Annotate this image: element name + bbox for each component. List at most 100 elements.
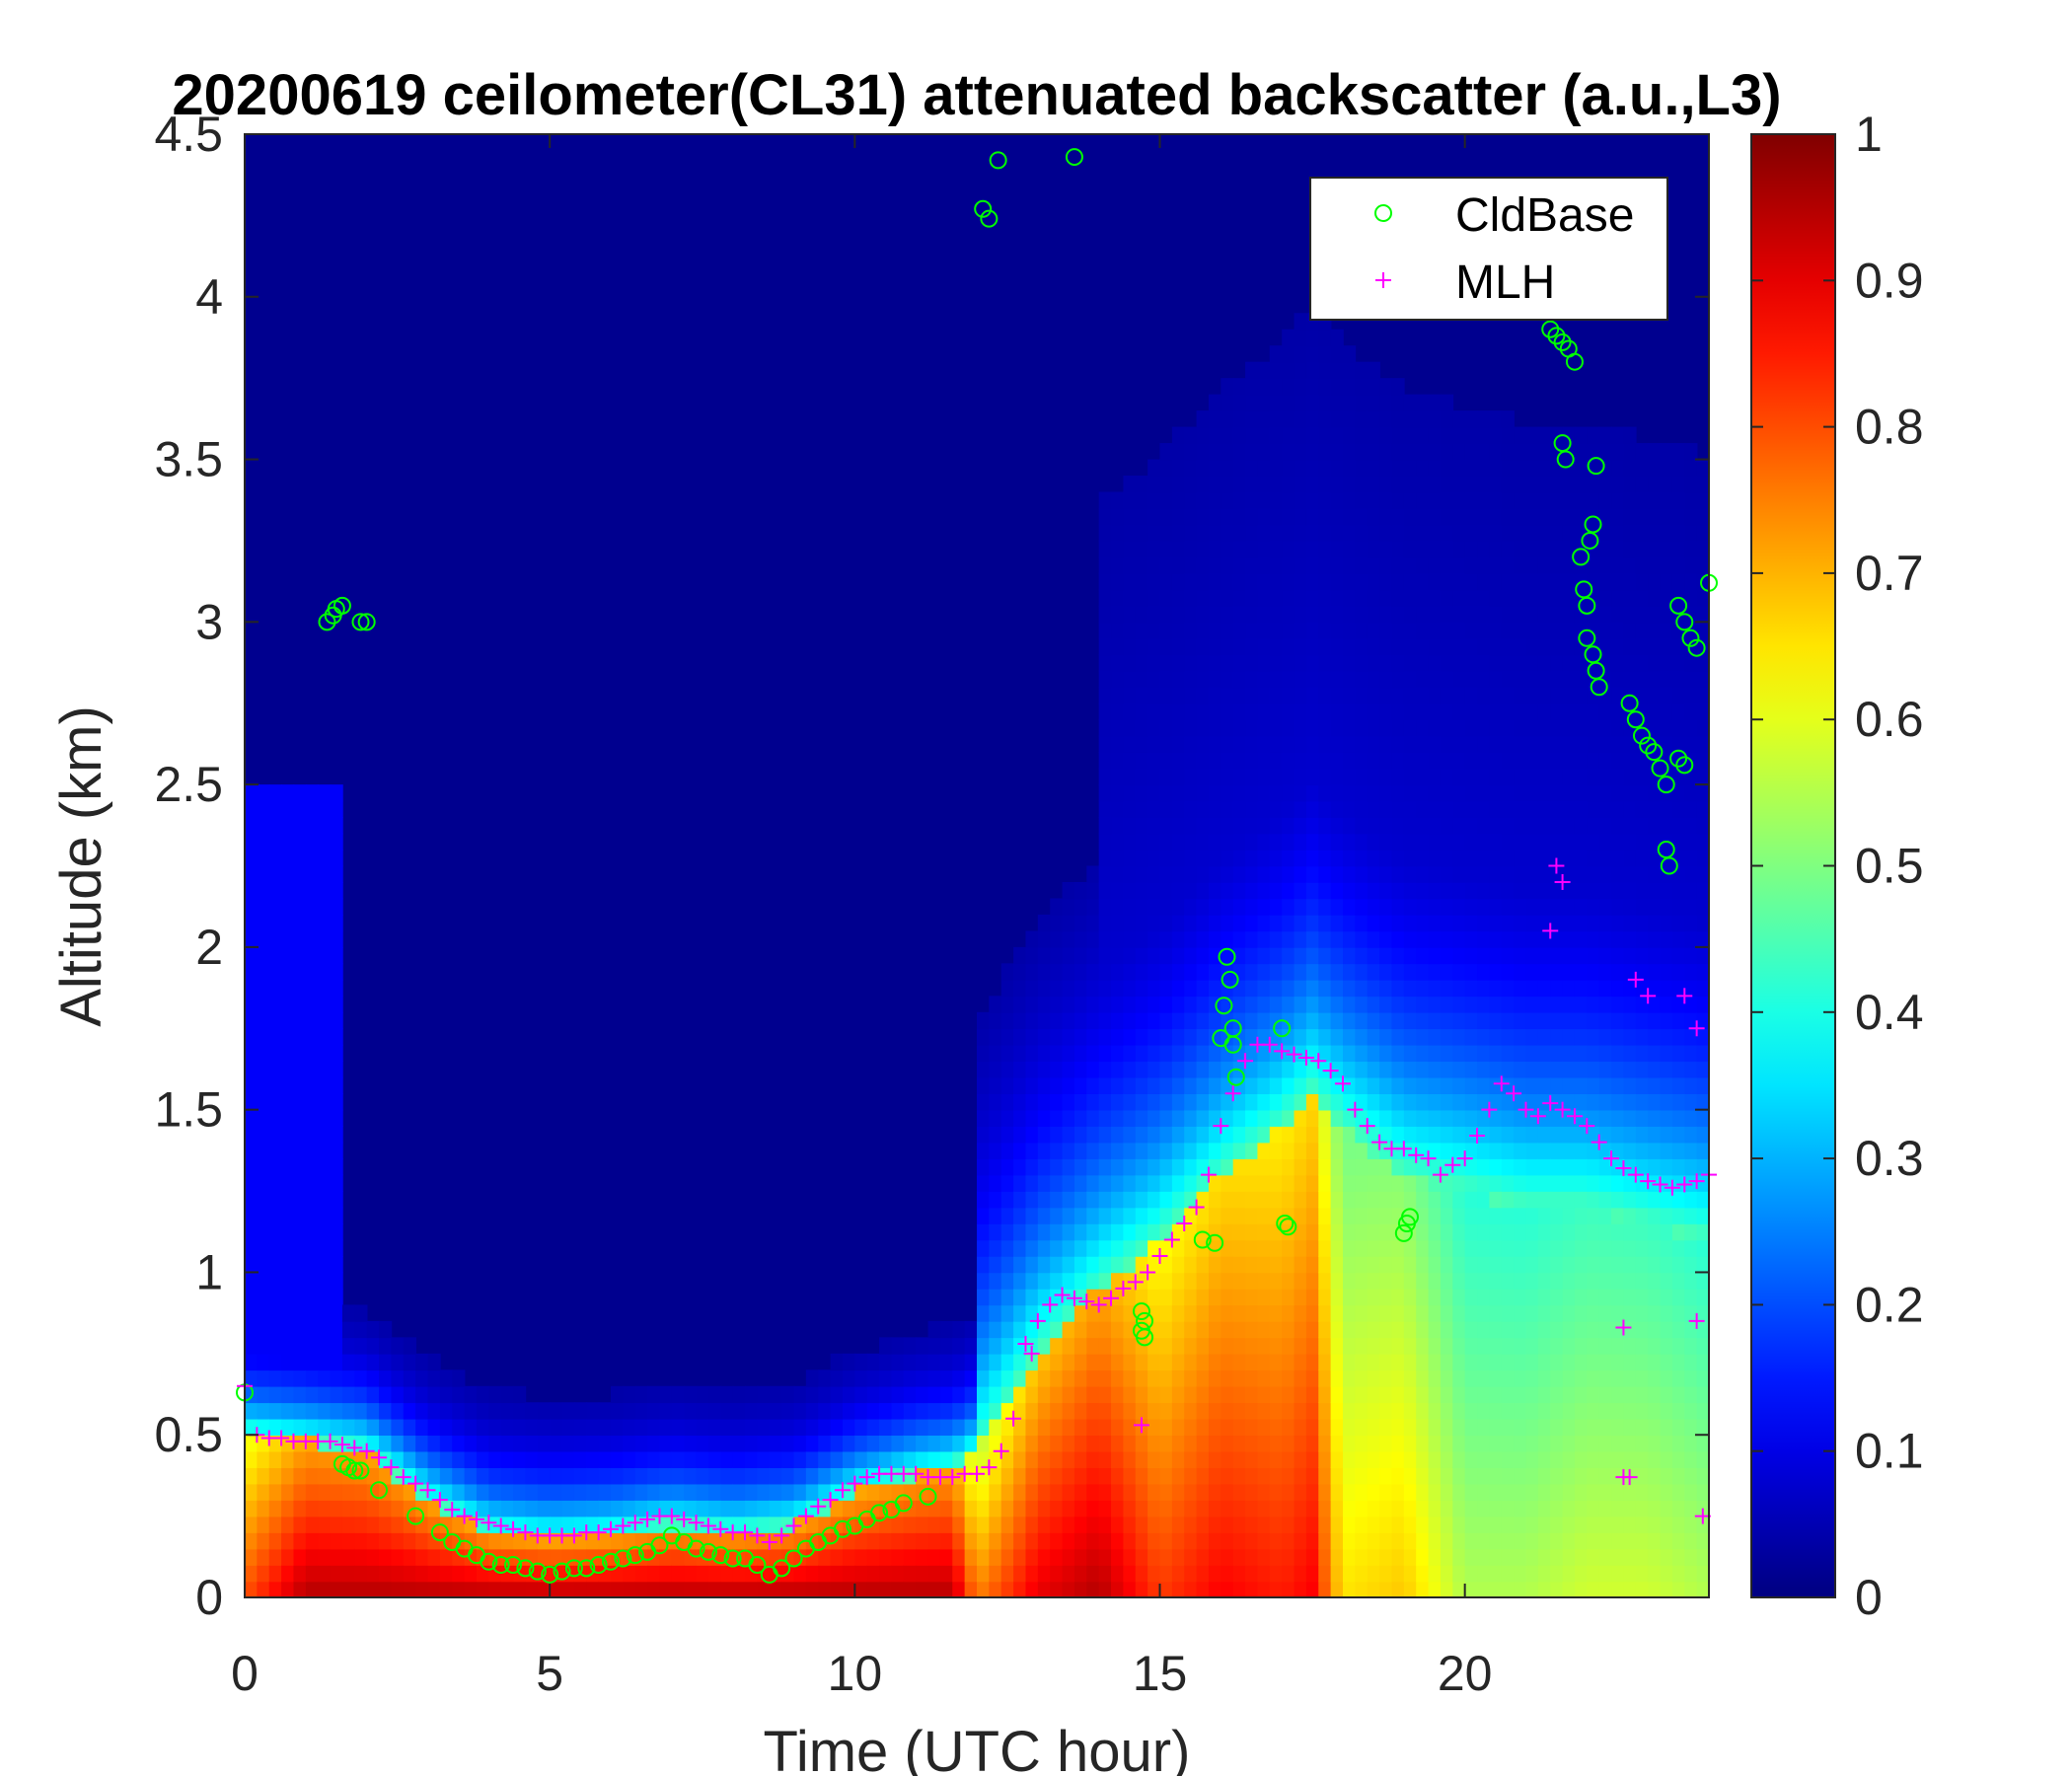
heatmap-cell bbox=[1318, 703, 1332, 720]
heatmap-cell bbox=[1514, 784, 1527, 802]
heatmap-cell bbox=[1330, 1500, 1344, 1517]
heatmap-cell bbox=[476, 1500, 490, 1517]
heatmap-cell bbox=[1514, 540, 1527, 558]
heatmap-cell bbox=[1587, 1435, 1600, 1452]
heatmap-cell bbox=[1062, 1500, 1075, 1517]
heatmap-cell bbox=[1013, 946, 1027, 965]
heatmap-cell bbox=[1391, 800, 1405, 818]
heatmap-cell bbox=[1159, 1483, 1173, 1501]
heatmap-cell bbox=[1257, 1239, 1271, 1257]
heatmap-cell bbox=[452, 1435, 466, 1452]
heatmap-cell bbox=[1635, 752, 1649, 770]
heatmap-cell bbox=[1282, 524, 1295, 542]
heatmap-cell bbox=[769, 1467, 782, 1485]
heatmap-cell bbox=[977, 1255, 991, 1274]
heatmap-cell bbox=[1367, 426, 1380, 444]
heatmap-cell bbox=[1537, 881, 1552, 900]
heatmap-cell bbox=[1428, 1385, 1442, 1404]
heatmap-cell bbox=[293, 1467, 307, 1485]
heatmap-cell bbox=[1403, 1028, 1417, 1046]
heatmap-cell bbox=[1269, 850, 1283, 867]
heatmap-cell bbox=[1598, 1158, 1612, 1176]
heatmap-cell bbox=[866, 1483, 880, 1501]
heatmap-cell bbox=[1489, 1337, 1503, 1355]
heatmap-cell bbox=[1098, 946, 1112, 965]
heatmap-cell bbox=[1171, 946, 1186, 965]
heatmap-cell bbox=[1000, 1076, 1014, 1094]
heatmap-cell bbox=[1208, 1272, 1222, 1290]
heatmap-cell bbox=[1282, 622, 1295, 639]
heatmap-cell bbox=[318, 1548, 332, 1566]
heatmap-cell bbox=[1232, 426, 1246, 444]
heatmap-cell bbox=[476, 1450, 490, 1468]
heatmap-cell bbox=[1232, 1011, 1246, 1030]
heatmap-cell bbox=[1355, 963, 1369, 981]
heatmap-cell bbox=[1159, 1028, 1173, 1046]
heatmap-cell bbox=[1574, 1011, 1589, 1030]
heatmap-cell bbox=[696, 1435, 709, 1452]
heatmap-cell bbox=[1000, 1402, 1014, 1420]
heatmap-cell bbox=[1574, 605, 1589, 624]
heatmap-cell bbox=[1318, 345, 1332, 363]
heatmap-cell bbox=[1648, 768, 1662, 785]
heatmap-cell bbox=[293, 1483, 307, 1501]
heatmap-cell bbox=[1294, 345, 1307, 363]
heatmap-cell bbox=[366, 1532, 380, 1550]
heatmap-cell bbox=[1000, 1435, 1014, 1452]
heatmap-cell bbox=[1391, 1369, 1405, 1387]
heatmap-cell bbox=[1550, 800, 1564, 818]
heatmap-cell bbox=[1245, 1126, 1259, 1144]
heatmap-cell bbox=[634, 1500, 648, 1517]
heatmap-cell bbox=[1391, 1272, 1405, 1290]
heatmap-cell bbox=[1305, 1191, 1320, 1209]
heatmap-cell bbox=[1660, 1467, 1673, 1485]
heatmap-cell bbox=[842, 1450, 856, 1468]
heatmap-cell bbox=[1477, 1076, 1491, 1094]
heatmap-cell bbox=[1525, 476, 1539, 493]
heatmap-cell bbox=[977, 1435, 991, 1452]
heatmap-cell bbox=[1477, 1304, 1491, 1322]
heatmap-cell bbox=[1501, 1191, 1515, 1209]
heatmap-cell bbox=[1111, 1500, 1125, 1517]
heatmap-cell bbox=[1452, 654, 1466, 672]
heatmap-cell bbox=[1184, 1565, 1198, 1583]
heatmap-cell bbox=[439, 1450, 454, 1468]
heatmap-cell bbox=[245, 881, 259, 900]
heatmap-cell bbox=[464, 1516, 478, 1533]
heatmap-cell bbox=[1232, 1337, 1246, 1355]
heatmap-cell bbox=[1123, 817, 1137, 835]
heatmap-cell bbox=[1440, 1158, 1454, 1176]
heatmap-cell bbox=[1343, 1174, 1357, 1192]
heatmap-cell bbox=[1635, 768, 1649, 785]
heatmap-cell bbox=[268, 1581, 282, 1598]
heatmap-cell bbox=[573, 1500, 588, 1517]
heatmap-cell bbox=[1489, 443, 1503, 461]
heatmap-cell bbox=[1514, 752, 1527, 770]
heatmap-cell bbox=[1403, 1158, 1417, 1176]
heatmap-cell bbox=[1452, 833, 1466, 851]
heatmap-cell bbox=[245, 800, 259, 818]
heatmap-cell bbox=[1208, 719, 1222, 737]
heatmap-cell bbox=[281, 1126, 295, 1144]
heatmap-cell bbox=[952, 1337, 966, 1355]
heatmap-cell bbox=[1208, 1011, 1222, 1030]
heatmap-cell bbox=[1635, 1191, 1649, 1209]
heatmap-cell bbox=[1135, 1369, 1148, 1387]
heatmap-cell bbox=[1062, 1223, 1075, 1241]
heatmap-cell bbox=[1147, 459, 1161, 477]
heatmap-cell bbox=[1208, 476, 1222, 493]
heatmap-cell bbox=[268, 1369, 282, 1387]
heatmap-cell bbox=[1257, 1581, 1271, 1598]
heatmap-cell bbox=[1208, 1174, 1222, 1192]
heatmap-cell bbox=[891, 1581, 905, 1598]
heatmap-cell bbox=[257, 1011, 270, 1030]
heatmap-cell bbox=[1611, 443, 1625, 461]
heatmap-cell bbox=[989, 1272, 1002, 1290]
heatmap-cell bbox=[1196, 1467, 1210, 1485]
heatmap-cell bbox=[281, 1288, 295, 1306]
heatmap-cell bbox=[1452, 930, 1466, 948]
heatmap-cell bbox=[330, 1402, 343, 1420]
heatmap-cell bbox=[257, 1061, 270, 1078]
heatmap-cell bbox=[1452, 1093, 1466, 1111]
heatmap-cell bbox=[1282, 1044, 1295, 1063]
